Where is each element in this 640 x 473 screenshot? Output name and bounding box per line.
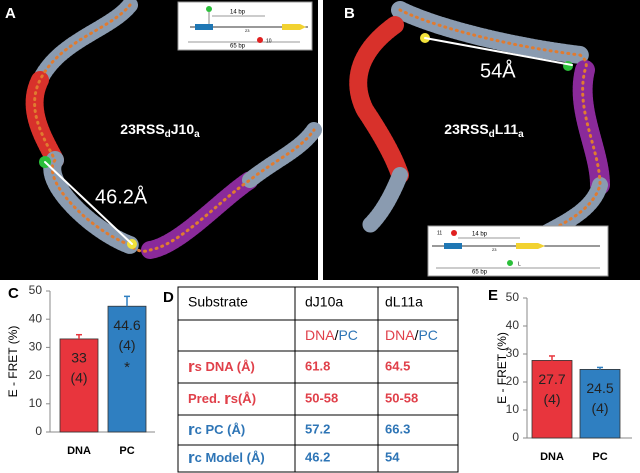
- svg-text:14 bp: 14 bp: [472, 232, 488, 238]
- table-cell: 54: [385, 449, 400, 464]
- value-label: 44.6: [113, 317, 140, 333]
- inset-diagram-b: 11 14 bp 23 L 65 bp: [427, 225, 609, 277]
- dna-structure-a: [25, 0, 322, 259]
- significance: *: [124, 359, 130, 376]
- y-axis-label: E - FRET (%): [6, 326, 20, 398]
- n-label: (4): [118, 337, 135, 353]
- n-label: (4): [543, 391, 560, 407]
- panel-letter: B: [344, 5, 355, 22]
- y-tick-label: 0: [512, 430, 519, 444]
- y-tick-label: 50: [506, 290, 520, 304]
- y-tick-label: 0: [35, 424, 42, 438]
- x-tick-label: DNA: [540, 451, 564, 463]
- row-label: Pred. rs(Å): [188, 389, 256, 408]
- y-tick-label: 20: [29, 368, 43, 382]
- svg-text:11: 11: [437, 230, 442, 236]
- table-header: dL11a: [385, 294, 423, 310]
- y-tick-label: 50: [29, 283, 43, 297]
- table-subheader: DNA/PC: [305, 327, 358, 343]
- value-label: 24.5: [586, 380, 613, 396]
- x-tick-label: DNA: [67, 445, 91, 457]
- y-tick-label: 10: [506, 402, 520, 416]
- distance-label: 46.2Å: [95, 185, 148, 208]
- row-label: rc PC (Å): [188, 420, 245, 439]
- table-grid: [177, 286, 459, 473]
- y-tick-label: 40: [506, 318, 520, 332]
- table-header: dJ10a: [305, 294, 343, 310]
- table-cell: 57.2: [305, 421, 330, 436]
- table-header: Substrate: [188, 294, 248, 310]
- y-tick-label: 20: [506, 374, 520, 388]
- n-label: (4): [591, 400, 608, 416]
- bar: [107, 305, 147, 433]
- bar: [579, 368, 621, 439]
- dna-structure-b: [349, 1, 610, 258]
- value-label: 27.7: [538, 371, 565, 387]
- table-subheader: DNA/PC: [385, 327, 438, 343]
- svg-text:L: L: [518, 261, 521, 267]
- svg-text:23: 23: [245, 28, 250, 33]
- x-tick-label: PC: [119, 445, 134, 457]
- structure-label: 23RSSdJ10a: [120, 121, 200, 140]
- table-cell: 50-58: [385, 390, 418, 405]
- panel-letter: D: [163, 289, 174, 306]
- svg-text:14 bp: 14 bp: [230, 10, 246, 16]
- y-tick-label: 30: [29, 340, 43, 354]
- structure-label: 23RSSdL11a: [444, 121, 524, 140]
- value-label: 33: [71, 350, 87, 366]
- table-cell: 64.5: [385, 358, 410, 373]
- svg-text:65 bp: 65 bp: [230, 44, 246, 50]
- svg-text:10: 10: [266, 38, 272, 44]
- svg-text:65 bp: 65 bp: [472, 270, 488, 276]
- distance-label: 54Å: [480, 59, 516, 82]
- y-tick-label: 40: [29, 311, 43, 325]
- bar: [531, 360, 573, 439]
- row-label: rc Model (Å): [188, 448, 265, 467]
- x-tick-label: PC: [592, 451, 607, 463]
- table-cell: 46.2: [305, 449, 330, 464]
- panel-letter: A: [5, 5, 16, 22]
- row-label: rs DNA (Å): [188, 357, 255, 376]
- panel-letter: C: [8, 285, 19, 302]
- table-cell: 61.8: [305, 358, 330, 373]
- table-cell: 50-58: [305, 390, 338, 405]
- n-label: (4): [70, 370, 87, 386]
- panel-letter: E: [488, 287, 498, 304]
- y-tick-label: 10: [29, 396, 43, 410]
- y-tick-label: 30: [506, 346, 520, 360]
- svg-text:23: 23: [492, 247, 497, 252]
- y-axis-label: E - FRET (%): [495, 332, 509, 404]
- table-cell: 66.3: [385, 421, 410, 436]
- bar: [59, 338, 99, 433]
- inset-diagram-a: 14 bp 23 65 bp 10: [177, 1, 313, 51]
